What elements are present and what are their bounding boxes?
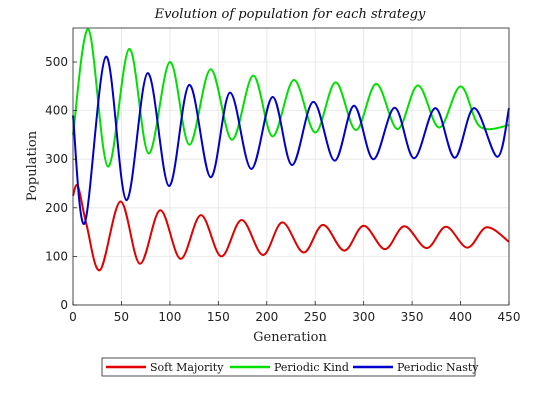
series-line-periodic-nasty: [72, 55, 510, 225]
x-axis-label: Generation: [253, 330, 327, 345]
legend-label-soft-majority: Soft Majority: [150, 361, 224, 374]
x-tick-label: 250: [304, 310, 327, 324]
y-tick-label: 300: [45, 152, 68, 166]
series-lines: [72, 28, 510, 272]
series-line-soft-majority: [72, 183, 510, 272]
y-tick-label: 200: [45, 201, 68, 215]
legend-label-periodic-kind: Periodic Kind: [274, 361, 349, 374]
x-tick-label: 150: [207, 310, 230, 324]
series-line-periodic-kind: [72, 28, 510, 168]
legend: Soft Majority Periodic Kind Periodic Nas…: [101, 357, 479, 377]
y-tick-label: 500: [45, 55, 68, 69]
legend-box: [101, 357, 476, 377]
x-tick-label: 50: [114, 310, 129, 324]
x-tick-label: 100: [158, 310, 181, 324]
x-tick-label: 200: [255, 310, 278, 324]
y-tick-label: 400: [45, 104, 68, 118]
ticks: 0 50 100 150 200 250 300 350 400 450 0 100 200 300 400…: [45, 55, 520, 324]
x-tick-label: 0: [69, 310, 77, 324]
y-tick-label: 100: [45, 249, 68, 263]
x-tick-label: 350: [401, 310, 424, 324]
chart-title: Evolution of population for each strateg…: [154, 7, 426, 22]
y-tick-label: 0: [60, 298, 68, 312]
x-tick-label: 400: [449, 310, 472, 324]
x-tick-label: 450: [498, 310, 521, 324]
x-tick-label: 300: [352, 310, 375, 324]
plot-frame: [72, 27, 510, 306]
legend-label-periodic-nasty: Periodic Nasty: [397, 361, 479, 374]
plot-background: [73, 28, 509, 305]
y-axis-label: Population: [25, 130, 40, 201]
